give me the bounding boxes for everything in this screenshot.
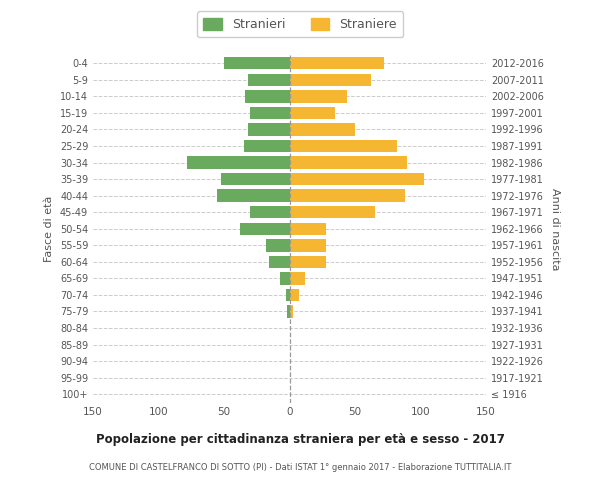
Bar: [290, 106, 335, 119]
Text: COMUNE DI CASTELFRANCO DI SOTTO (PI) - Dati ISTAT 1° gennaio 2017 - Elaborazione: COMUNE DI CASTELFRANCO DI SOTTO (PI) - D…: [89, 462, 511, 471]
Bar: [280, 272, 290, 284]
Bar: [290, 173, 424, 186]
Bar: [290, 124, 355, 136]
Bar: [290, 190, 405, 202]
Bar: [290, 74, 371, 86]
Bar: [221, 173, 290, 186]
Bar: [290, 206, 374, 218]
Bar: [250, 106, 290, 119]
Bar: [266, 239, 290, 252]
Text: Popolazione per cittadinanza straniera per età e sesso - 2017: Popolazione per cittadinanza straniera p…: [95, 432, 505, 446]
Bar: [290, 288, 299, 301]
Y-axis label: Anni di nascita: Anni di nascita: [550, 188, 560, 270]
Bar: [287, 306, 290, 318]
Bar: [290, 222, 326, 235]
Bar: [248, 74, 290, 86]
Bar: [269, 256, 290, 268]
Bar: [290, 239, 326, 252]
Bar: [217, 190, 290, 202]
Bar: [290, 256, 326, 268]
Bar: [290, 57, 384, 70]
Bar: [286, 288, 290, 301]
Bar: [244, 140, 290, 152]
Bar: [240, 222, 290, 235]
Bar: [290, 140, 397, 152]
Bar: [290, 156, 407, 169]
Bar: [187, 156, 290, 169]
Bar: [248, 124, 290, 136]
Bar: [290, 90, 347, 102]
Bar: [250, 206, 290, 218]
Bar: [290, 306, 293, 318]
Bar: [224, 57, 290, 70]
Bar: [245, 90, 290, 102]
Legend: Stranieri, Straniere: Stranieri, Straniere: [197, 11, 403, 38]
Bar: [290, 272, 305, 284]
Y-axis label: Fasce di età: Fasce di età: [44, 196, 54, 262]
